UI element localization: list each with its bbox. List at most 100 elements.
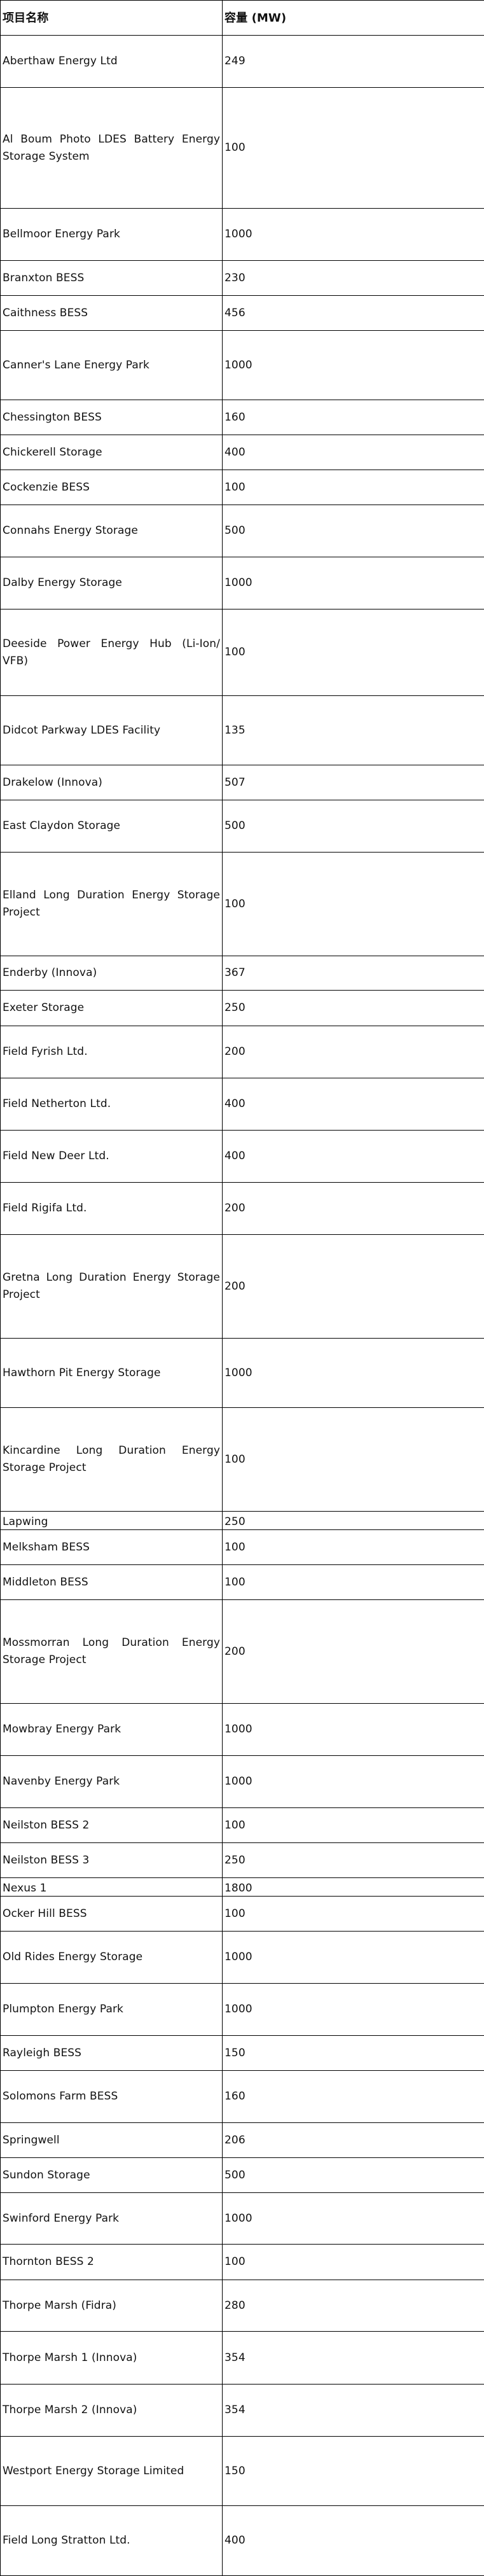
project-name-cell: Sundon Storage <box>1 2158 223 2193</box>
capacity-cell: 200 <box>223 1600 484 1704</box>
table-row: Thorpe Marsh 2 (Innova)354 <box>1 2385 484 2437</box>
capacity-cell: 400 <box>223 1131 484 1183</box>
project-name-cell: Mossmorran Long Duration Energy Storage … <box>1 1600 223 1704</box>
project-name-cell: Neilston BESS 3 <box>1 1843 223 1878</box>
project-name-cell: Nexus 1 <box>1 1878 223 1897</box>
table-row: Thorpe Marsh (Fidra)280 <box>1 2280 484 2332</box>
project-name-cell: Canner's Lane Energy Park <box>1 331 223 400</box>
table-row: Mossmorran Long Duration Energy Storage … <box>1 1600 484 1704</box>
project-name-cell: Chessington BESS <box>1 400 223 435</box>
project-name-cell: Al Boum Photo LDES Battery Energy Storag… <box>1 88 223 209</box>
project-name-cell: Thorpe Marsh 1 (Innova) <box>1 2332 223 2385</box>
capacity-cell: 249 <box>223 36 484 88</box>
table-row: Field New Deer Ltd.400 <box>1 1131 484 1183</box>
project-name-cell: Rayleigh BESS <box>1 2036 223 2071</box>
capacity-cell: 1000 <box>223 1704 484 1756</box>
capacity-cell: 160 <box>223 400 484 435</box>
project-name-cell: Field New Deer Ltd. <box>1 1131 223 1183</box>
project-name-cell: Mowbray Energy Park <box>1 1704 223 1756</box>
capacity-cell: 230 <box>223 261 484 296</box>
project-name-cell: Thorpe Marsh (Fidra) <box>1 2280 223 2332</box>
table-row: Field Netherton Ltd.400 <box>1 1078 484 1131</box>
project-name-cell: Middleton BESS <box>1 1565 223 1600</box>
capacity-cell: 1000 <box>223 557 484 609</box>
capacity-cell: 500 <box>223 800 484 853</box>
project-name-cell: Solomons Farm BESS <box>1 2071 223 2123</box>
table-row: Enderby (Innova)367 <box>1 956 484 991</box>
capacity-cell: 456 <box>223 296 484 331</box>
capacity-cell: 206 <box>223 2123 484 2158</box>
project-name-cell: Elland Long Duration Energy Storage Proj… <box>1 853 223 956</box>
project-name-cell: Drakelow (Innova) <box>1 765 223 800</box>
capacity-cell: 507 <box>223 765 484 800</box>
capacity-cell: 100 <box>223 1897 484 1932</box>
capacity-cell: 100 <box>223 1530 484 1565</box>
capacity-cell: 367 <box>223 956 484 991</box>
capacity-cell: 1000 <box>223 1932 484 1984</box>
project-name-cell: Field Netherton Ltd. <box>1 1078 223 1131</box>
project-name-cell: Old Rides Energy Storage <box>1 1932 223 1984</box>
project-name-cell: Westport Energy Storage Limited <box>1 2437 223 2506</box>
project-name-cell: Ocker Hill BESS <box>1 1897 223 1932</box>
capacity-cell: 150 <box>223 2036 484 2071</box>
table-row: Drakelow (Innova)507 <box>1 765 484 800</box>
capacity-cell: 1000 <box>223 2193 484 2245</box>
capacity-cell: 160 <box>223 2071 484 2123</box>
table-row: Deeside Power Energy Hub (Li-Ion/ VFB)10… <box>1 609 484 696</box>
project-name-cell: Exeter Storage <box>1 991 223 1026</box>
project-name-cell: Deeside Power Energy Hub (Li-Ion/ VFB) <box>1 609 223 696</box>
capacity-cell: 354 <box>223 2385 484 2437</box>
capacity-cell: 200 <box>223 1026 484 1078</box>
table-row: Gretna Long Duration Energy Storage Proj… <box>1 1235 484 1339</box>
capacity-cell: 100 <box>223 88 484 209</box>
table-row: Field Fyrish Ltd.200 <box>1 1026 484 1078</box>
table-row: Field Long Stratton Ltd.400 <box>1 2506 484 2576</box>
project-name-cell: Chickerell Storage <box>1 435 223 470</box>
project-name-cell: Bellmoor Energy Park <box>1 209 223 261</box>
capacity-cell: 1000 <box>223 1339 484 1408</box>
header-capacity: 容量 (MW) <box>223 1 484 36</box>
project-name-cell: Field Long Stratton Ltd. <box>1 2506 223 2576</box>
capacity-cell: 150 <box>223 2437 484 2506</box>
project-name-cell: Branxton BESS <box>1 261 223 296</box>
table-row: Field Rigifa Ltd.200 <box>1 1183 484 1235</box>
capacity-cell: 100 <box>223 1408 484 1512</box>
capacity-cell: 100 <box>223 2245 484 2280</box>
capacity-cell: 250 <box>223 1512 484 1530</box>
table-row: Thorpe Marsh 1 (Innova)354 <box>1 2332 484 2385</box>
table-row: Elland Long Duration Energy Storage Proj… <box>1 853 484 956</box>
project-name-cell: Springwell <box>1 2123 223 2158</box>
capacity-cell: 100 <box>223 470 484 505</box>
project-name-cell: Aberthaw Energy Ltd <box>1 36 223 88</box>
capacity-cell: 1000 <box>223 1756 484 1808</box>
capacity-cell: 1000 <box>223 331 484 400</box>
project-name-cell: Lapwing <box>1 1512 223 1530</box>
project-name-cell: Plumpton Energy Park <box>1 1984 223 2036</box>
